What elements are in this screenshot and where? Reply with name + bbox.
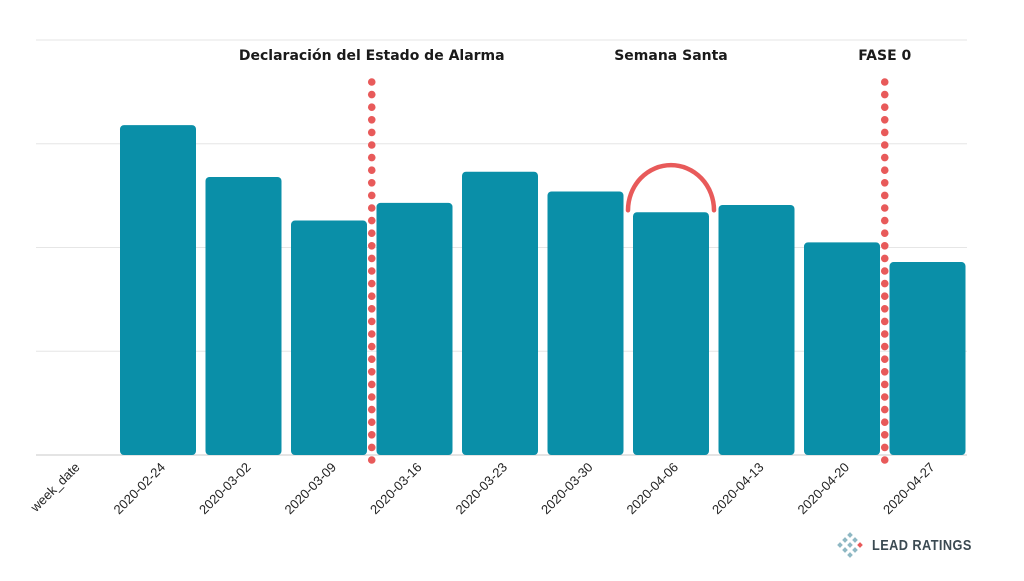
dot [880,179,889,187]
dot [880,141,889,149]
dot [367,103,376,111]
annotation-marks [367,78,889,464]
dot [367,229,376,237]
dot [367,443,376,452]
annotation-fase-0: FASE 0 [858,48,912,64]
dot [880,330,889,338]
dot [367,242,376,250]
dot [880,153,889,162]
dotted-line-fase-0 [880,78,889,464]
dot [367,204,376,212]
x-tick-label: 2020-03-30 [538,460,596,518]
dot [367,279,376,288]
x-tick-label: 2020-02-24 [110,460,168,518]
dot [880,368,889,376]
dot [880,78,889,86]
dot [367,153,376,162]
bar-2020-04-06 [633,212,709,455]
dot [880,443,889,452]
x-tick-label: 2020-03-09 [281,460,339,518]
dotted-line-estado-de-alarma [367,78,376,464]
dot [367,305,376,313]
bar-2020-04-13 [718,204,795,455]
annotation-semana-santa: Semana Santa [614,48,728,64]
dot [367,292,376,301]
dot [880,393,889,401]
dot [367,431,376,439]
x-tick-label: 2020-04-27 [880,460,938,518]
bar-2020-04-27 [889,262,966,455]
dot [367,216,376,225]
dot [367,191,376,200]
dot [367,418,376,427]
dot [880,216,889,225]
dot [367,330,376,338]
x-tick-label: 2020-03-23 [452,460,510,518]
dot [367,368,376,376]
bar-2020-04-20 [804,242,880,455]
dot [880,456,889,464]
dot [880,116,889,124]
dot [880,90,889,99]
dot [880,305,889,313]
dot [367,380,376,389]
dot [880,242,889,250]
dot [367,393,376,401]
dot [367,405,376,414]
brand-logo: LEAD RATINGS [836,532,989,558]
diamond-grid-icon [837,532,863,558]
dot [880,229,889,237]
dot [367,141,376,149]
annotation-estado-de-alarma: Declaración del Estado de Alarma [238,48,505,64]
dot [880,405,889,414]
dot [367,355,376,364]
bar-2020-03-16 [376,202,453,455]
dot [880,292,889,301]
dot [880,267,889,275]
dot [367,267,376,275]
x-tick-label: 2020-04-13 [709,460,767,518]
dot [880,279,889,288]
dot [880,254,889,263]
bar-2020-03-09 [291,220,367,455]
x-tick-label: 2020-04-06 [623,460,681,518]
dot [880,380,889,389]
semana-santa-arc [625,162,717,213]
dot [367,128,376,137]
x-tick-label: 2020-03-02 [196,460,254,518]
dot [367,90,376,99]
x-axis-label: week_date [27,460,83,516]
dot [880,431,889,439]
bar-2020-03-02 [205,176,282,455]
dot [367,78,376,86]
bar-2020-03-23 [462,171,538,455]
x-tick-label: 2020-04-20 [794,460,852,518]
dot [880,355,889,364]
x-tick-label: 2020-03-16 [367,460,425,518]
dot [880,191,889,200]
dot [367,342,376,351]
dot [880,166,889,174]
dot [367,166,376,174]
dot [367,317,376,326]
dot [367,116,376,124]
dot [880,103,889,111]
dot [367,254,376,263]
bars [120,125,966,455]
x-tick-labels: week_date 2020-02-24 2020-03-02 2020-03-09 2… [27,460,938,518]
bar-2020-03-30 [547,191,624,455]
dot [367,456,376,464]
dot [880,204,889,212]
bar-2020-02-24 [120,125,196,455]
dot [367,179,376,187]
dot [880,317,889,326]
dot [880,128,889,137]
brand-name: LEAD RATINGS [872,536,972,554]
dot [880,342,889,351]
dot [880,418,889,427]
